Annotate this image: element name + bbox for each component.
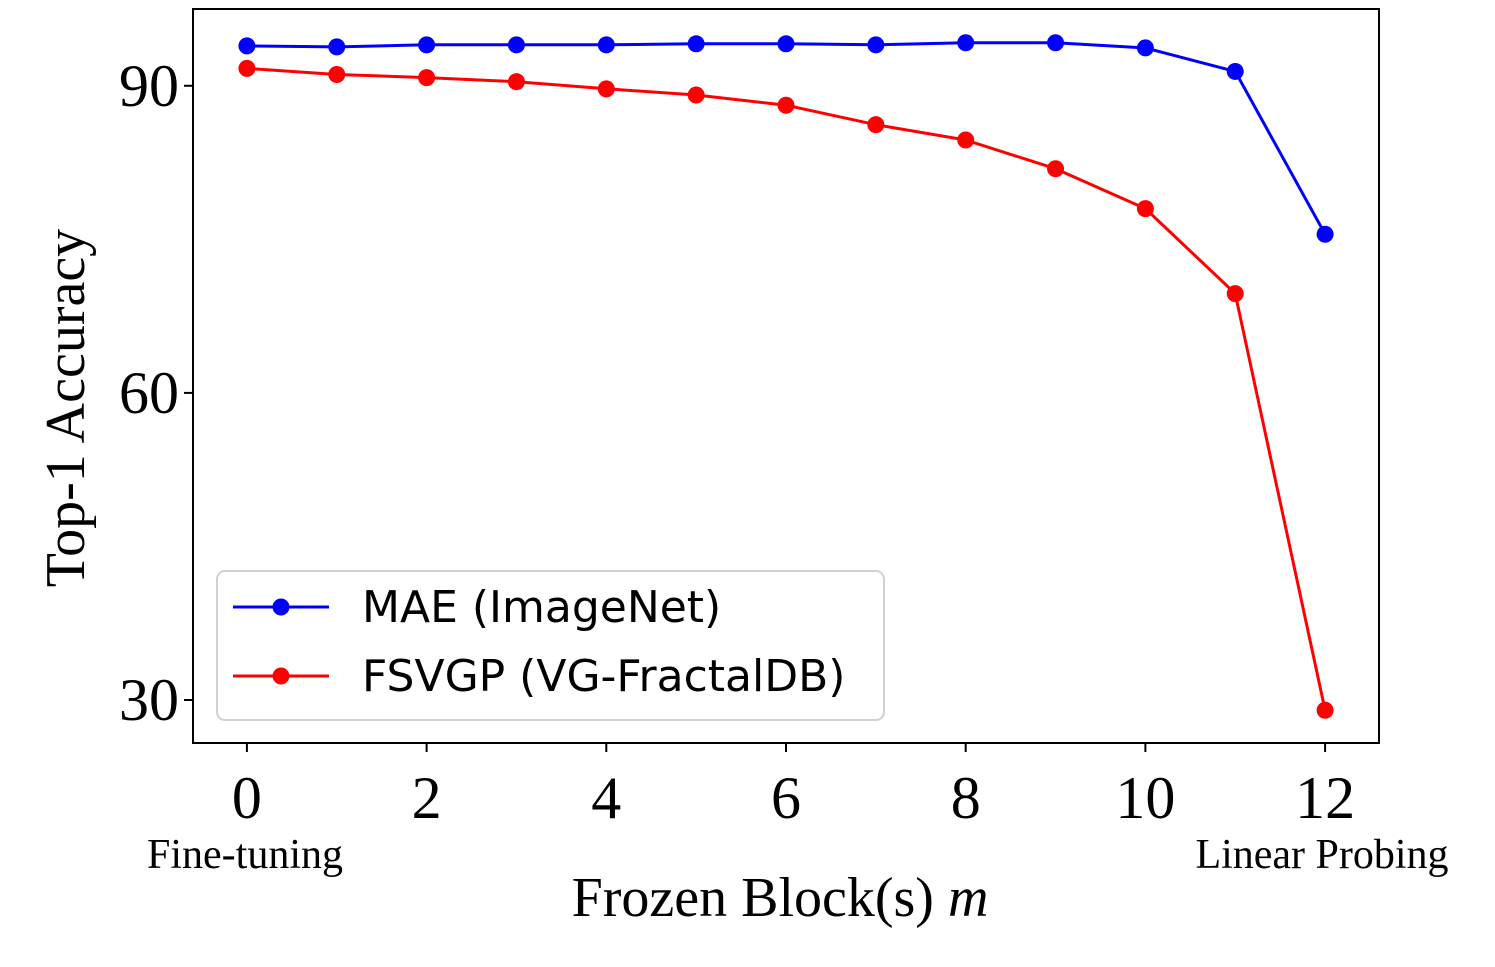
x-axis-ticks: 0 2 4 6 8 10 12 [232,743,1355,831]
data-point-mae-6 [777,35,795,53]
x-tick-label-8: 8 [951,765,981,831]
x-axis-title: Frozen Block(s) m [572,867,989,929]
data-point-fsvgp-6 [777,96,795,114]
x-tick-label-2: 2 [412,765,442,831]
data-point-fsvgp-11 [1226,285,1244,303]
y-tick-label-90: 90 [119,53,179,119]
legend-marker-fsvgp [272,667,290,685]
x-axis-title-variable: m [948,867,988,929]
y-axis-ticks: 30 60 90 [119,53,193,733]
data-point-mae-8 [957,34,975,52]
legend-marker-mae [272,598,290,616]
annotation-fine-tuning: Fine-tuning [147,832,343,878]
y-axis-title: Top-1 Accuracy [35,229,97,587]
series-layer [238,34,1334,719]
data-point-mae-5 [687,35,705,53]
x-tick-label-12: 12 [1295,765,1355,831]
data-point-fsvgp-8 [957,131,975,149]
data-point-fsvgp-5 [687,86,705,104]
x-tick-label-0: 0 [232,765,262,831]
data-point-fsvgp-10 [1136,200,1154,218]
data-point-fsvgp-4 [597,80,615,98]
data-point-fsvgp-2 [418,69,436,87]
y-tick-label-30: 30 [119,667,179,733]
data-point-mae-2 [418,36,436,54]
legend-label-mae: MAE (ImageNet) [362,582,721,633]
data-point-fsvgp-7 [867,116,885,134]
x-tick-label-4: 4 [591,765,621,831]
data-point-mae-1 [328,38,346,56]
y-tick-label-60: 60 [119,360,179,426]
data-point-mae-11 [1226,62,1244,80]
x-tick-label-6: 6 [771,765,801,831]
annotation-linear-probing: Linear Probing [1195,832,1448,878]
data-point-mae-10 [1136,39,1154,57]
data-point-fsvgp-12 [1316,701,1334,719]
data-point-fsvgp-9 [1047,160,1065,178]
legend-box [216,570,885,721]
x-tick-label-10: 10 [1115,765,1175,831]
data-point-fsvgp-1 [328,66,346,84]
legend-label-fsvgp: FSVGP (VG-FractalDB) [362,651,845,702]
series-line-mae [246,41,1327,235]
data-point-mae-7 [867,36,885,54]
data-point-mae-9 [1047,34,1065,52]
x-axis-title-text: Frozen Block(s) [572,867,934,929]
data-point-mae-3 [507,36,525,54]
legend: MAE (ImageNet) FSVGP (VG-FractalDB) [216,570,885,721]
data-point-fsvgp-3 [507,73,525,91]
data-point-mae-0 [238,37,256,55]
data-point-mae-4 [597,36,615,54]
data-point-fsvgp-0 [238,59,256,77]
data-point-mae-12 [1316,225,1334,243]
